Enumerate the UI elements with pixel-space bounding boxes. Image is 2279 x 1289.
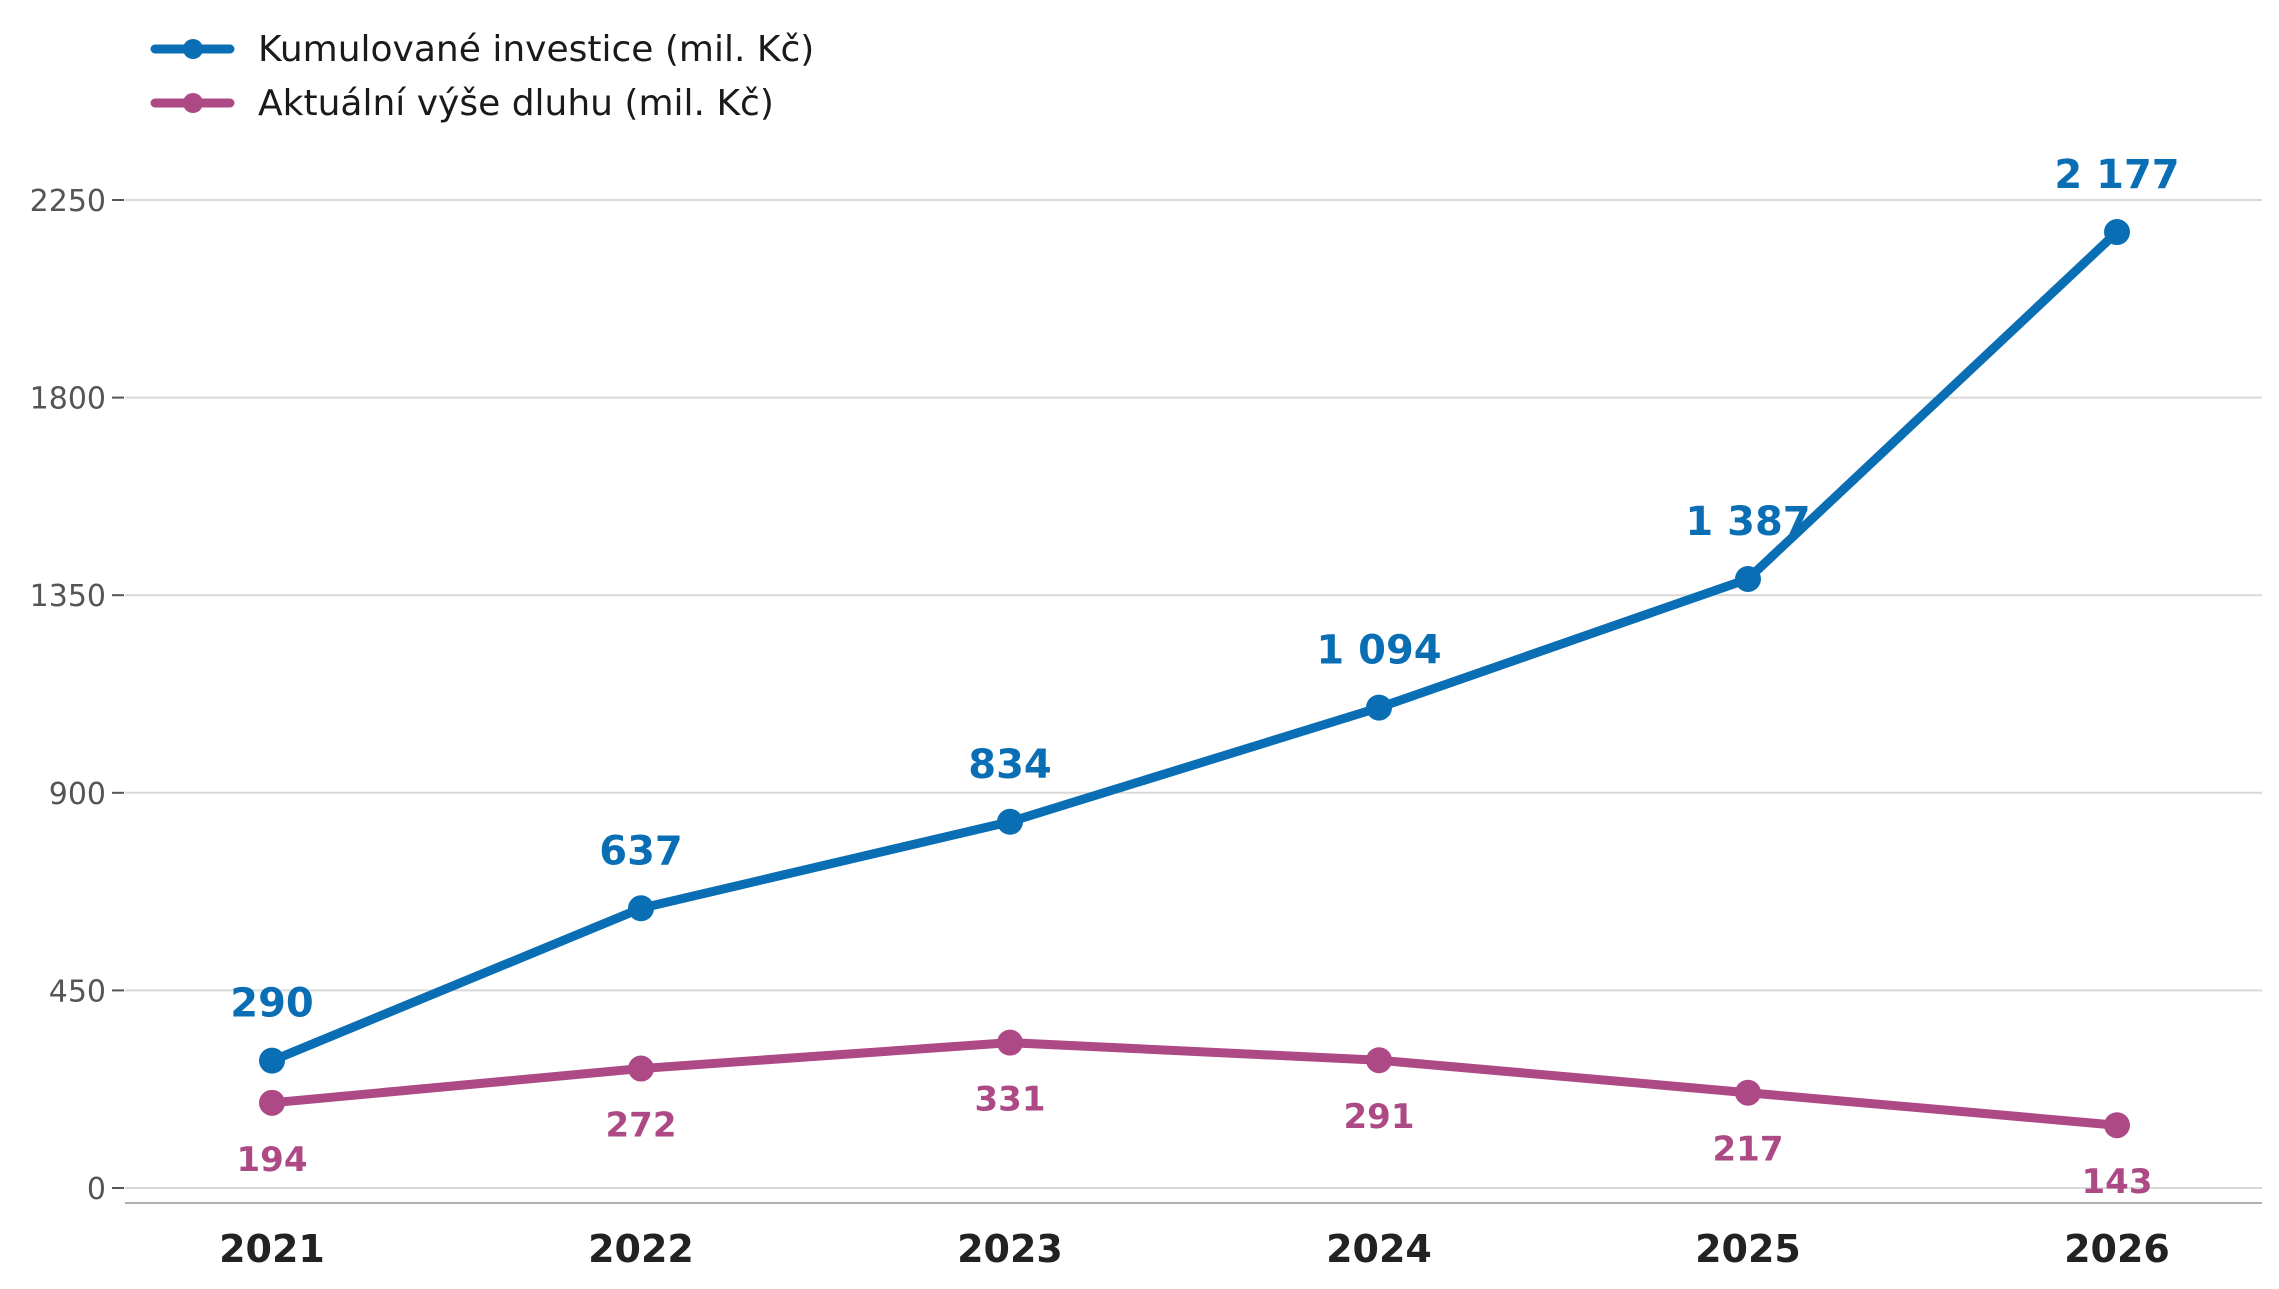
data-point	[997, 1029, 1023, 1056]
x-tick-label: 2026	[2064, 1227, 2170, 1271]
x-tick-label: 2025	[1695, 1227, 1801, 1271]
y-axis-ticks: 0 450 900 1350 1800 2250	[30, 184, 124, 1207]
data-label: 194	[237, 1140, 308, 1180]
data-point	[1366, 1047, 1392, 1074]
data-label: 291	[1344, 1097, 1415, 1137]
data-point	[2104, 219, 2130, 246]
data-point	[1366, 694, 1392, 721]
x-tick-label: 2024	[1326, 1227, 1432, 1271]
data-label: 331	[975, 1080, 1046, 1120]
data-label: 637	[599, 828, 683, 874]
y-tick-label: 1800	[30, 382, 106, 417]
legend-marker-dluh	[183, 93, 203, 113]
data-point	[997, 808, 1023, 835]
y-tick-label: 450	[49, 974, 106, 1009]
data-label: 834	[968, 742, 1052, 788]
data-point	[628, 1055, 654, 1082]
legend: Kumulované investice (mil. Kč) Aktuální …	[150, 29, 814, 124]
data-point	[628, 895, 654, 922]
y-tick-label: 1350	[30, 579, 106, 614]
series-group	[259, 219, 2130, 1139]
series-line	[267, 1038, 2122, 1130]
x-tick-label: 2023	[957, 1227, 1063, 1271]
legend-item-dluh: Aktuální výše dluhu (mil. Kč)	[150, 83, 774, 124]
data-label: 217	[1713, 1130, 1784, 1170]
data-point	[259, 1089, 285, 1116]
data-point	[259, 1047, 285, 1074]
x-tick-label: 2022	[588, 1227, 694, 1271]
x-tick-label: 2021	[219, 1227, 325, 1271]
data-point	[1735, 565, 1761, 592]
legend-label-investice: Kumulované investice (mil. Kč)	[258, 29, 814, 70]
data-label: 1 094	[1316, 628, 1441, 674]
y-tick-label: 2250	[30, 184, 106, 219]
data-point	[1735, 1079, 1761, 1106]
data-labels: 290 637 834 1 094 1 387 2 177 194 272 331 291 217 1…	[230, 152, 2179, 1202]
data-label: 290	[230, 981, 314, 1027]
data-label: 272	[606, 1106, 677, 1146]
data-point	[2104, 1112, 2130, 1139]
series-line	[267, 227, 2122, 1066]
y-tick-label: 0	[87, 1172, 106, 1207]
data-label: 2 177	[2054, 152, 2179, 198]
x-axis-ticks: 2021 2022 2023 2024 2025 2026	[219, 1227, 2170, 1271]
y-tick-label: 900	[49, 777, 106, 812]
legend-marker-investice	[183, 39, 203, 59]
data-label: 1 387	[1685, 499, 1810, 545]
legend-item-investice: Kumulované investice (mil. Kč)	[150, 29, 814, 70]
data-label: 143	[2082, 1162, 2153, 1202]
grid-lines	[125, 199, 2262, 1189]
legend-label-dluh: Aktuální výše dluhu (mil. Kč)	[258, 83, 774, 124]
